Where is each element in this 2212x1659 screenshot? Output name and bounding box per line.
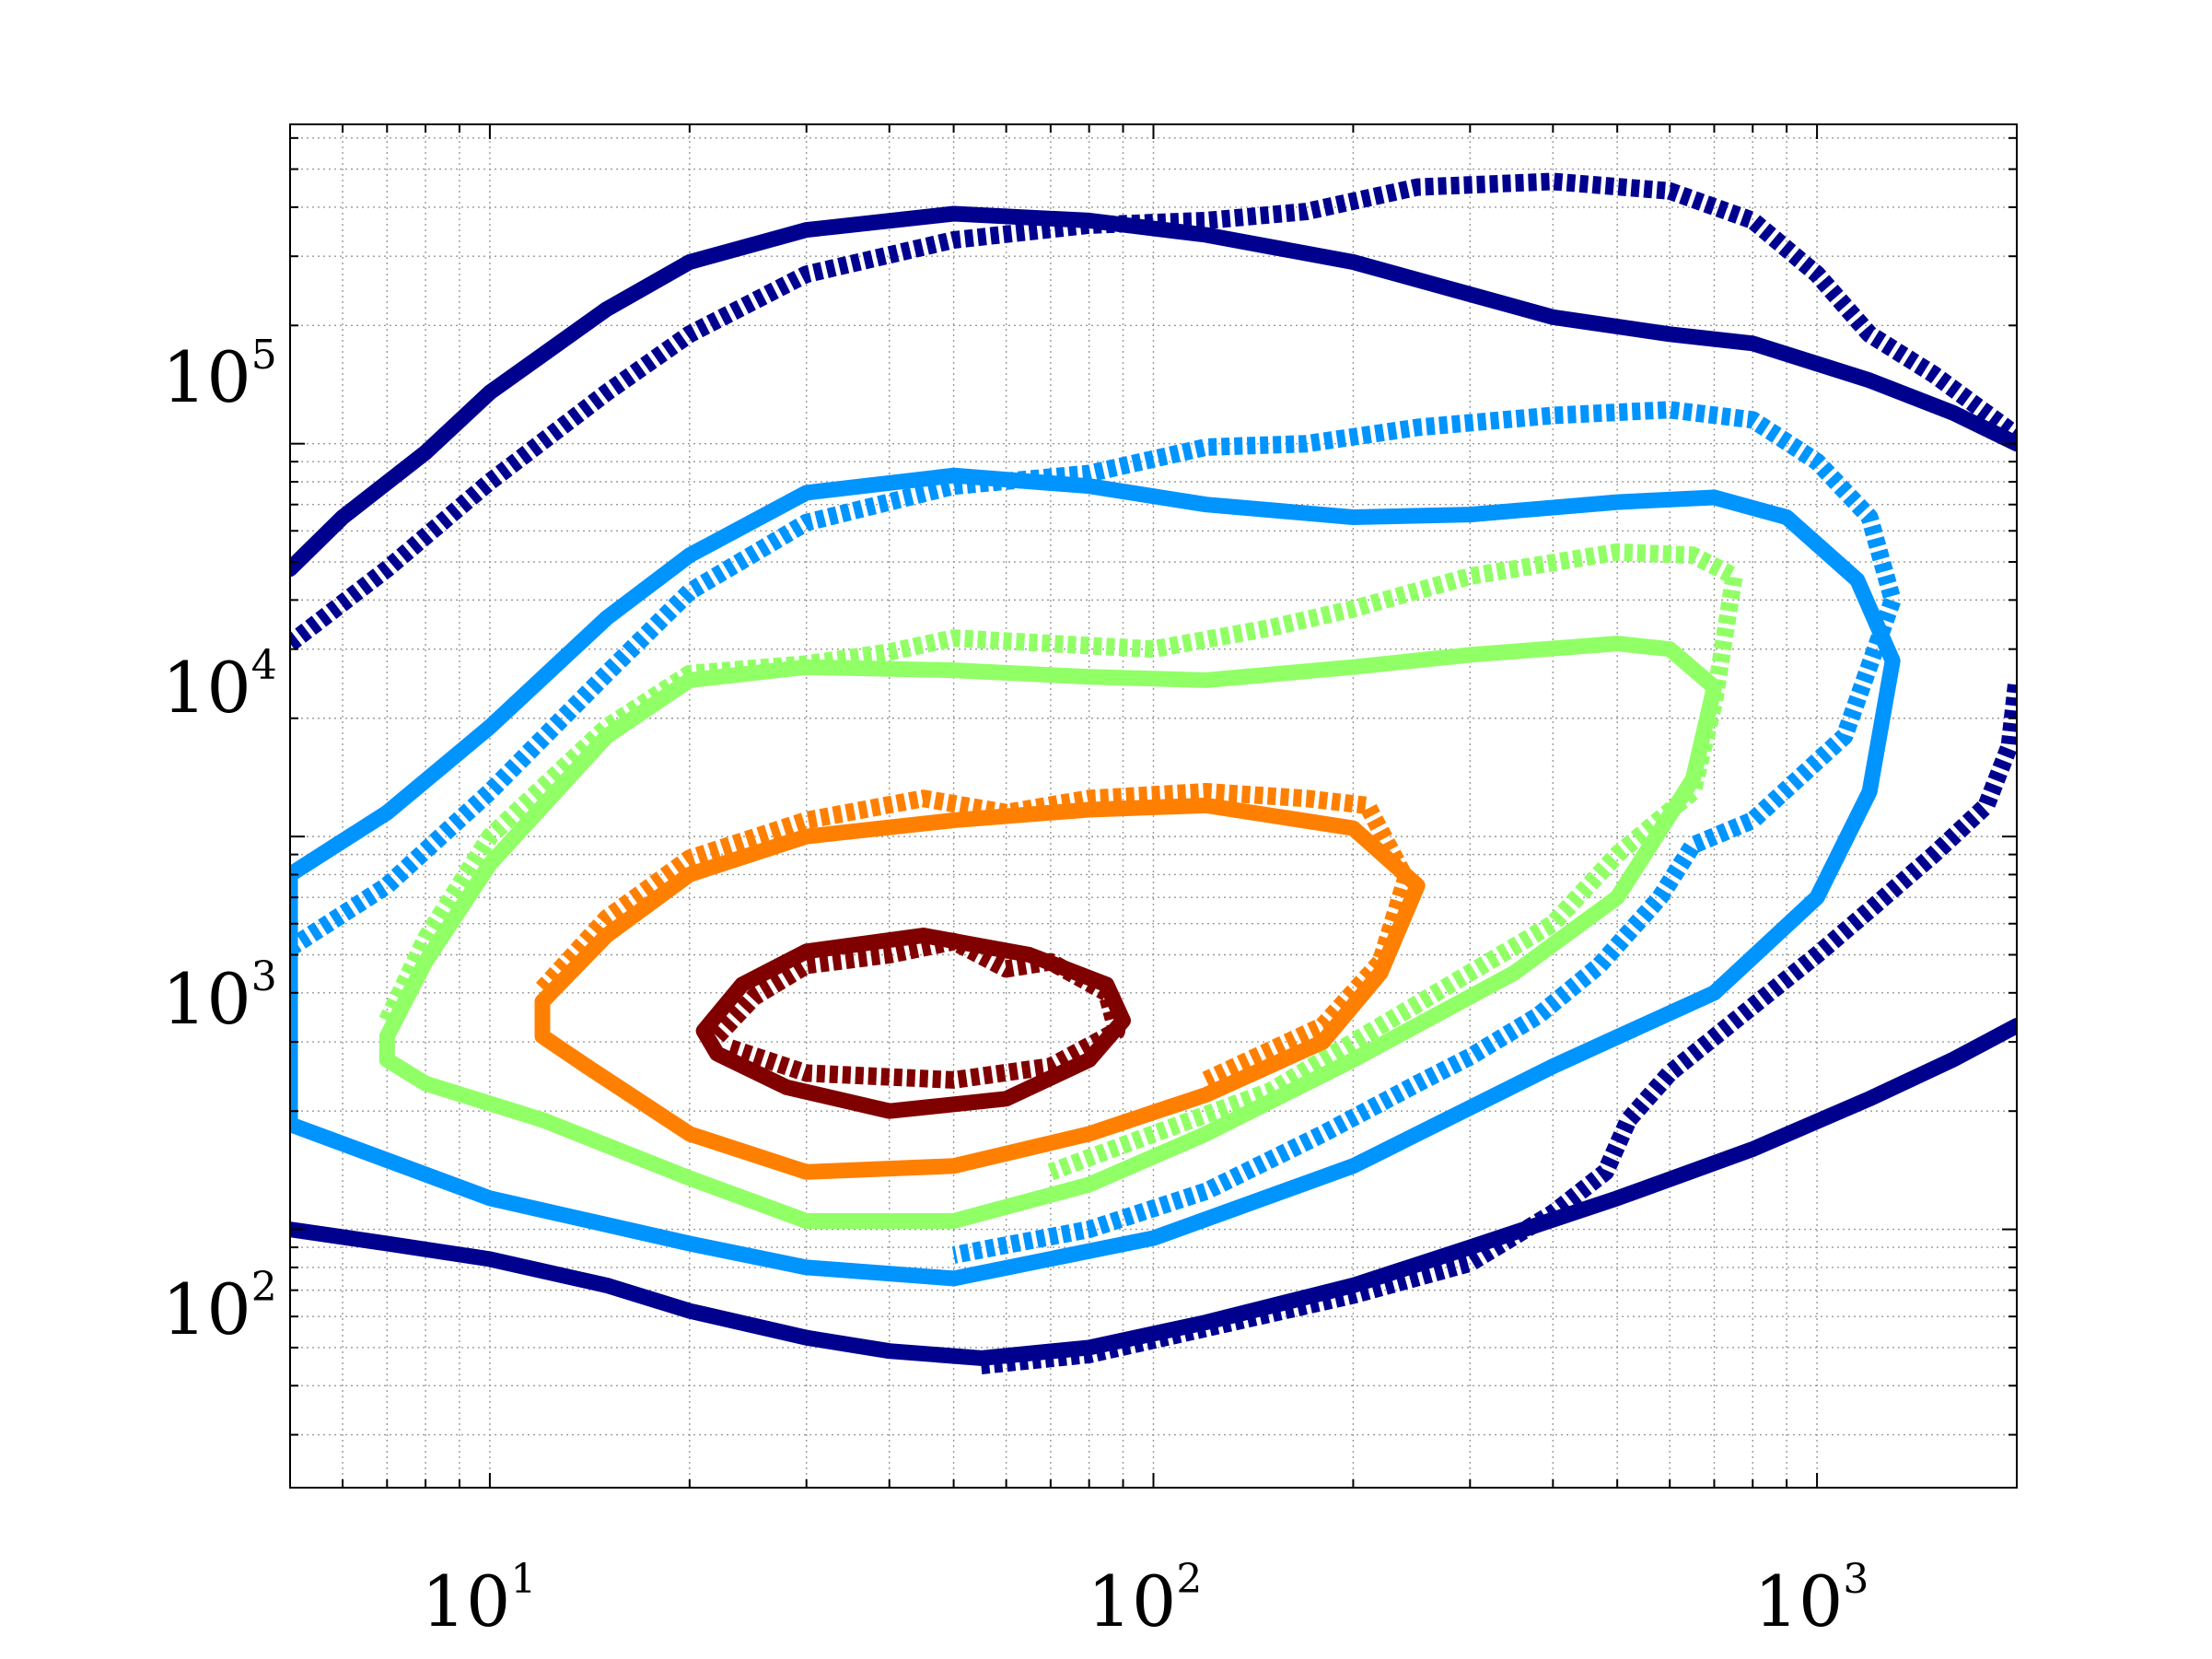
x-axis-tick-labels: 101 102 103 bbox=[422, 1556, 1869, 1642]
y-tick-label-1: 102 bbox=[162, 1264, 277, 1350]
y-axis-tick-labels: 102 103 104 105 bbox=[162, 332, 277, 1350]
contour-line-level-2-solid-4 bbox=[290, 467, 1901, 1287]
axis-ticks bbox=[289, 124, 2018, 1488]
contour-line-level-1-dashed-2 bbox=[290, 172, 2017, 651]
y-tick-label-4: 105 bbox=[162, 332, 277, 418]
contour-line-level-4-dashed-9 bbox=[535, 783, 1415, 1089]
x-tick-label-2: 102 bbox=[1088, 1556, 1203, 1642]
contour-line-level-5-dashed-11 bbox=[710, 932, 1125, 1089]
contour-line-level-3-dashed-7 bbox=[378, 543, 1743, 1181]
contour-series bbox=[290, 172, 2017, 1374]
y-tick-label-3: 104 bbox=[162, 642, 277, 729]
x-tick-label-1: 101 bbox=[422, 1556, 537, 1642]
x-tick-label-3: 103 bbox=[1754, 1556, 1869, 1642]
y-tick-label-2: 103 bbox=[162, 953, 277, 1040]
contour-line-level-1-dashed-3 bbox=[980, 679, 2017, 1374]
contour-line-level-2-dashed-5 bbox=[290, 401, 1902, 1264]
contour-line-level-5-solid-10 bbox=[695, 928, 1131, 1119]
